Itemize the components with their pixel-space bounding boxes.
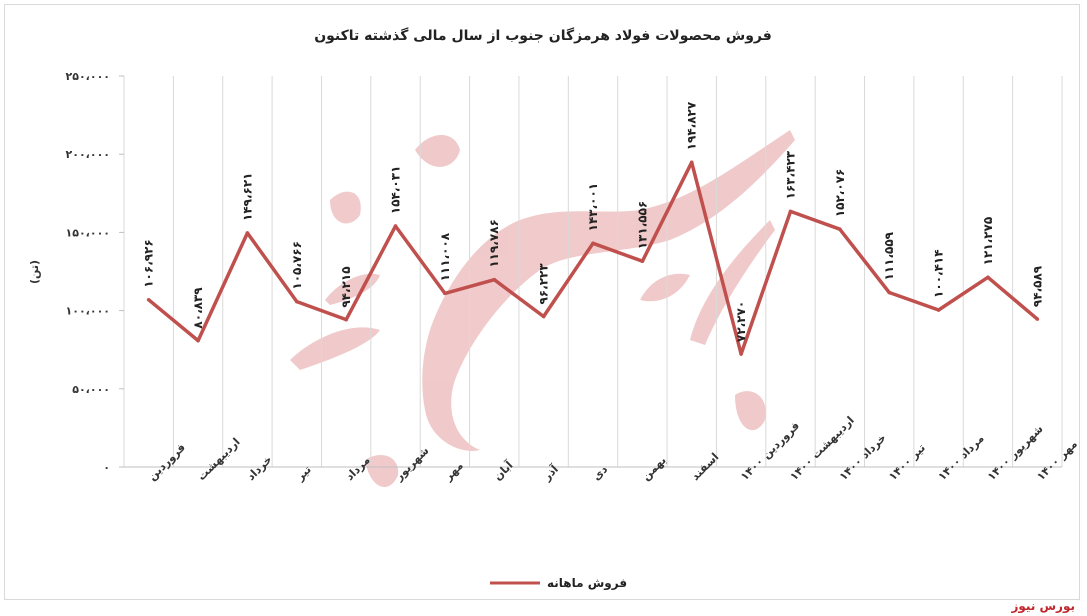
data-labels: ۱۰۶،۹۲۶ ۸۰،۸۳۹ ۱۴۹،۶۲۱ ۱۰۵،۷۶۶ ۹۴،۲۱۵ ۱۵۴،۰۳۱…: [142, 101, 1045, 342]
data-point: [986, 275, 990, 280]
x-tick-label: مهر ۱۴۰۰: [1034, 437, 1080, 483]
data-label: ۱۴۳،۰۰۱: [586, 183, 600, 232]
data-point: [443, 291, 447, 296]
data-point: [689, 160, 694, 165]
data-label: ۱۹۴،۸۲۷: [685, 101, 699, 150]
data-label: ۱۱۱،۰۰۸: [438, 232, 452, 281]
y-tick-label: ۲۵۰،۰۰۰: [66, 70, 110, 83]
data-label: ۱۳۱،۵۵۶: [635, 201, 649, 250]
x-tick-label: مرداد ۱۴۰۰: [936, 432, 987, 483]
data-label: ۱۱۱،۵۵۹: [882, 231, 896, 280]
data-point: [245, 231, 250, 235]
chart-title: فروش محصولات فولاد هرمزگان جنوب از سال م…: [314, 27, 772, 44]
x-tick-label: دی: [590, 463, 611, 484]
data-point: [887, 290, 892, 295]
x-tick-label: بهمن: [639, 454, 668, 483]
y-axis: ۰ ۵۰،۰۰۰ ۱۰۰،۰۰۰ ۱۵۰،۰۰۰ ۲۰۰،۰۰۰ ۲۵۰،۰۰۰: [66, 70, 124, 474]
chart-frame: [4, 4, 1080, 600]
data-label: ۹۴،۵۸۹: [1030, 265, 1044, 307]
series-layer: [146, 160, 1040, 356]
y-tick-label: ۱۵۰،۰۰۰: [66, 226, 110, 239]
x-tick-label: اردیبهشت: [195, 435, 243, 483]
data-point: [739, 352, 743, 356]
data-point: [1035, 317, 1040, 321]
data-label: ۸۰،۸۳۹: [191, 287, 205, 329]
x-tick-label: خرداد: [244, 453, 274, 483]
data-point: [393, 224, 398, 228]
data-point: [344, 317, 348, 322]
data-point: [640, 259, 645, 264]
data-label: ۱۰۵،۷۶۶: [290, 241, 304, 290]
legend: فروش ماهانه: [490, 576, 627, 591]
data-label: ۱۰۶،۹۲۶: [142, 239, 156, 288]
data-label: ۱۵۴،۰۳۱: [389, 166, 403, 215]
legend-label: فروش ماهانه: [547, 576, 627, 591]
x-tick-label: شهریور: [392, 444, 432, 484]
x-tick-label: مهر: [441, 459, 466, 484]
data-label: ۱۶۳،۴۲۳: [783, 150, 797, 199]
data-point: [146, 297, 151, 302]
data-label: ۱۴۹،۶۲۱: [240, 172, 254, 221]
source-credit: بورس نیوز: [1011, 599, 1075, 613]
data-label: ۱۲۱،۲۷۵: [981, 217, 995, 266]
x-tick-label: آبان: [490, 458, 515, 483]
data-label: ۹۴،۲۱۵: [339, 266, 353, 307]
data-point: [591, 241, 595, 246]
data-label: ۱۱۹،۷۸۶: [487, 219, 501, 268]
x-tick-label: تیر ۱۴۰۰: [886, 441, 928, 483]
x-tick-label: خرداد ۱۴۰۰: [837, 431, 889, 483]
x-axis: فروردین اردیبهشت خرداد تیر مرداد شهریور مهر آبا…: [146, 414, 1080, 484]
x-tick-label: فروردین: [146, 441, 188, 483]
y-tick-label: ۲۰۰،۰۰۰: [66, 148, 110, 161]
data-label: ۱۵۲،۰۷۶: [833, 169, 847, 218]
y-tick-label: ۵۰،۰۰۰: [72, 383, 110, 396]
data-point: [196, 338, 200, 343]
grid: [123, 76, 1063, 468]
watermark-logo: [290, 130, 795, 487]
data-point: [936, 308, 941, 312]
data-point: [788, 209, 793, 214]
data-point: [294, 299, 299, 304]
data-point: [541, 314, 546, 319]
y-tick-label: ۱۰۰،۰۰۰: [66, 305, 110, 318]
data-label: ۱۰۰،۴۱۴: [932, 249, 946, 298]
y-axis-label: (تن): [28, 260, 41, 284]
data-label: ۹۶،۲۲۳: [537, 263, 551, 305]
data-point: [838, 227, 842, 231]
x-tick-label: آذر: [539, 462, 561, 484]
data-point: [492, 277, 497, 282]
y-tick-label: ۰: [103, 461, 110, 474]
data-label: ۷۲،۲۷۰: [734, 301, 748, 342]
x-tick-label: تیر: [293, 463, 314, 484]
